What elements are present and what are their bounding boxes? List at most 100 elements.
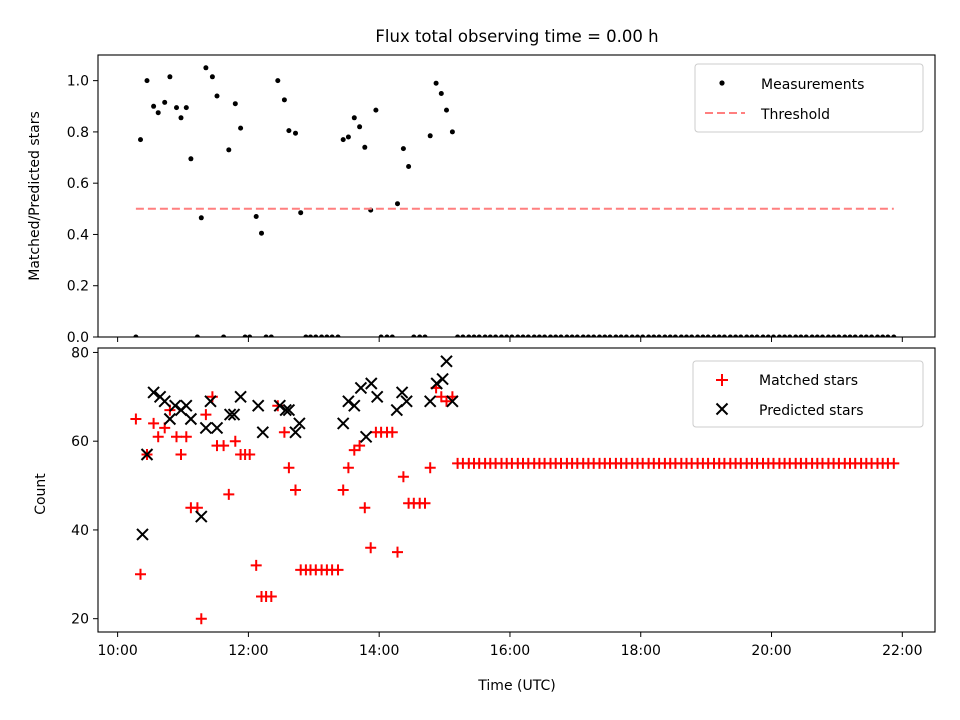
measurement-point — [618, 334, 624, 337]
measurement-point — [574, 334, 580, 337]
measurement-point — [672, 334, 678, 337]
measurement-point — [455, 334, 461, 337]
predicted-star-point — [440, 355, 453, 368]
x-axis-label: Time (UTC) — [477, 678, 555, 694]
matched-star-point — [175, 449, 187, 460]
measurement-point — [684, 334, 689, 337]
bottom-y-axis-label: Count — [33, 473, 49, 515]
matched-star-point — [180, 431, 192, 443]
measurement-point — [313, 334, 319, 337]
measurement-point — [695, 334, 701, 337]
predicted-star-point — [227, 408, 241, 421]
top-y-tick-label: 0.6 — [67, 176, 89, 192]
measurement-point — [711, 334, 717, 337]
measurement-point — [825, 334, 831, 337]
predicted-star-point — [251, 399, 265, 412]
matched-star-point — [354, 440, 366, 452]
predicted-star-point — [436, 372, 449, 386]
measurement-point — [293, 130, 298, 136]
measurement-point — [417, 334, 423, 337]
legend-measurements-label: Measurements — [761, 77, 864, 93]
measurement-point — [765, 334, 771, 337]
measurement-point — [629, 334, 635, 337]
measurement-point — [308, 334, 313, 337]
predicted-star-point — [273, 399, 287, 412]
measurement-point — [499, 334, 504, 337]
x-tick-label: 22:00 — [882, 643, 922, 659]
measurement-point — [303, 334, 309, 337]
measurement-point — [138, 137, 143, 143]
measurement-point — [880, 334, 886, 337]
predicted-star-point — [147, 386, 160, 399]
x-tick-label: 16:00 — [490, 643, 530, 659]
measurement-point — [809, 334, 815, 337]
predicted-star-point — [370, 390, 384, 404]
legend-matched-marker — [716, 374, 728, 386]
bottom-y-tick-label: 80 — [71, 345, 89, 361]
measurement-point — [174, 105, 179, 111]
measurement-point — [422, 334, 428, 337]
matched-star-point — [441, 395, 452, 407]
measurement-point — [253, 214, 259, 219]
measurement-point — [760, 334, 766, 337]
measurement-point — [406, 164, 412, 169]
predicted-star-point — [158, 395, 171, 408]
bottom-series-layer — [130, 355, 900, 625]
predicted-star-point — [359, 430, 373, 444]
matched-star-point — [392, 546, 403, 558]
predicted-star-point — [223, 408, 237, 421]
measurement-point — [286, 128, 292, 134]
measurement-point — [460, 334, 466, 337]
measurement-point — [646, 334, 652, 337]
measurement-point — [203, 65, 209, 71]
predicted-star-point — [289, 426, 302, 439]
measurement-point — [875, 334, 880, 337]
measurement-point — [351, 115, 357, 121]
measurement-point — [700, 334, 706, 337]
bottom-legend: Matched stars Predicted stars — [692, 360, 924, 428]
matched-star-point — [200, 409, 212, 421]
measurement-point — [602, 334, 608, 337]
measurement-point — [438, 91, 444, 96]
matched-star-point — [244, 449, 256, 460]
predicted-star-point — [184, 412, 198, 426]
top-plot-area: 0.0 0.2 0.4 0.6 0.8 1.0 — [67, 54, 936, 346]
measurement-point — [194, 334, 200, 337]
measurement-point — [263, 334, 269, 337]
measurement-point — [221, 334, 227, 337]
measurement-point — [591, 334, 597, 337]
measurement-point — [891, 334, 897, 337]
measurement-point — [281, 97, 287, 103]
bottom-y-tick-label: 40 — [71, 523, 89, 539]
measurement-point — [803, 334, 809, 337]
measurement-point — [749, 334, 755, 337]
measurement-point — [449, 129, 455, 135]
measurement-point — [820, 334, 825, 337]
measurement-point — [226, 147, 232, 153]
measurement-point — [329, 334, 335, 337]
measurement-point — [209, 74, 215, 80]
measurement-point — [613, 334, 619, 337]
legend-matched-label: Matched stars — [759, 373, 858, 389]
measurement-point — [183, 105, 189, 111]
measurement-point — [831, 334, 837, 337]
measurement-point — [651, 334, 657, 337]
measurement-point — [232, 101, 238, 107]
measurement-point — [564, 334, 570, 337]
matched-star-point — [278, 426, 290, 438]
top-legend: Measurements Threshold — [694, 63, 924, 133]
measurement-point — [151, 103, 157, 109]
measurement-point — [188, 156, 194, 162]
measurement-point — [885, 334, 891, 337]
measurement-point — [493, 334, 499, 337]
measurement-point — [727, 334, 733, 337]
predicted-star-point — [136, 528, 149, 541]
measurement-point — [798, 334, 804, 337]
measurement-point — [466, 334, 472, 337]
top-axes-frame — [97, 54, 936, 338]
matched-star-point — [283, 462, 295, 474]
measurement-point — [542, 334, 548, 337]
measurement-point — [476, 334, 482, 337]
measurement-point — [214, 93, 220, 99]
measurement-point — [167, 74, 173, 80]
